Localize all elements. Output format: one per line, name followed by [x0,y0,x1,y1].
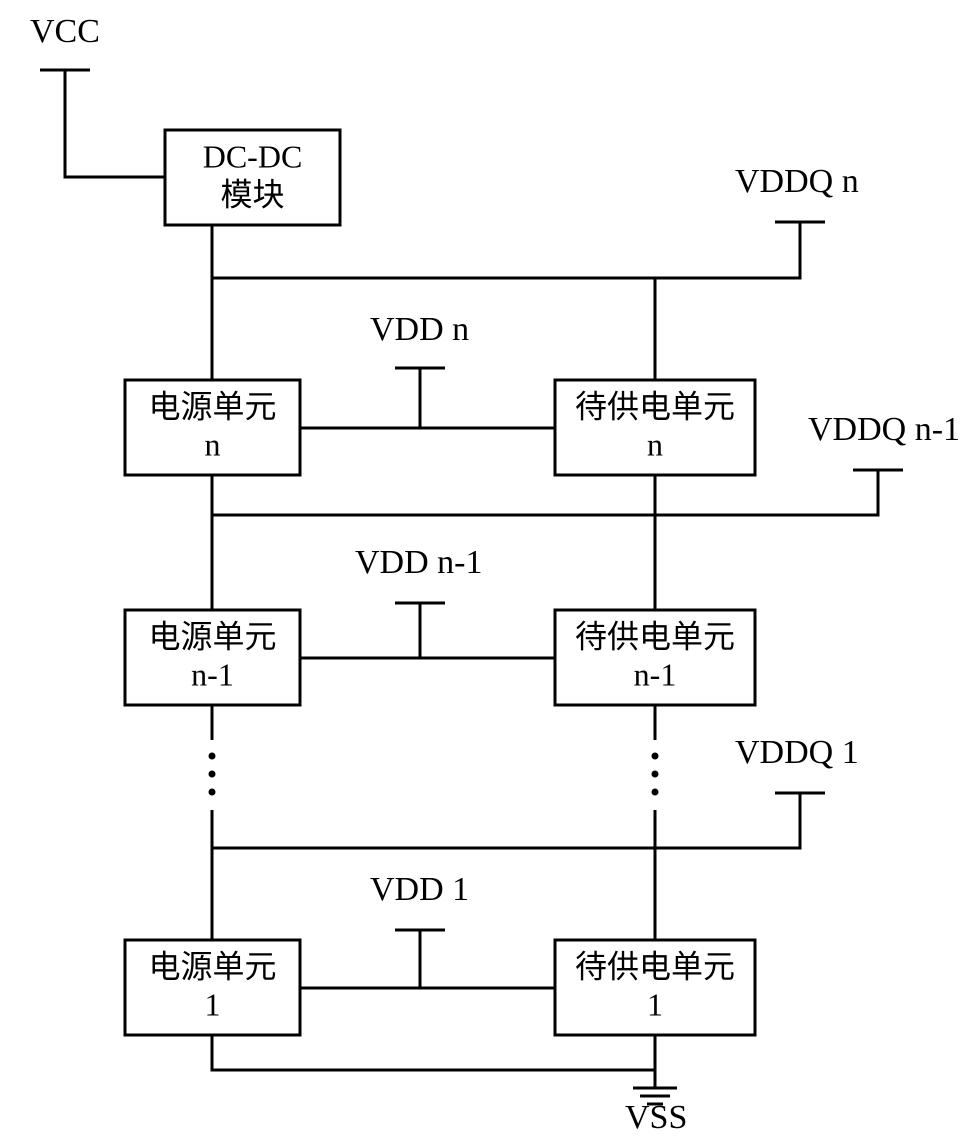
box-load_nm1-line1: 待供电单元 [575,619,735,655]
pin-label-vddq_nm1: VDDQ n-1 [808,411,960,448]
pin-label-vss: VSS [625,1099,687,1136]
block-diagram: DC-DC模块电源单元n待供电单元n电源单元n-1待供电单元n-1电源单元1待供… [0,0,979,1145]
ellipsis-dot [209,771,216,778]
box-load_nm1-line2: n-1 [634,657,677,693]
ellipsis-dot [209,789,216,796]
wire [655,222,800,380]
ellipsis-dot [652,789,659,796]
pin-label-vdd_nm1: VDD n-1 [355,544,482,581]
wire [65,70,165,177]
wire [655,793,800,848]
pin-label-vdd_n: VDD n [370,311,469,348]
box-psu_nm1-line2: n-1 [191,657,234,693]
box-psu_n-line2: n [205,427,221,463]
pin-label-vcc: VCC [30,13,100,50]
pin-label-vdd_1: VDD 1 [370,871,469,908]
box-load_n-line1: 待供电单元 [575,389,735,425]
box-psu_n-line1: 电源单元 [148,389,276,425]
box-psu_1-line1: 电源单元 [148,949,276,985]
box-load_1-line1: 待供电单元 [575,949,735,985]
wire [655,470,878,515]
box-load_n-line2: n [647,427,663,463]
pin-label-vddq_1: VDDQ 1 [735,734,859,771]
pin-label-vddq_n: VDDQ n [735,163,859,200]
box-dcdc-line1: DC-DC [203,139,303,175]
box-psu_1-line2: 1 [205,987,221,1023]
box-load_1-line2: 1 [647,987,663,1023]
ellipsis-dot [652,771,659,778]
box-dcdc-line2: 模块 [220,177,284,213]
ellipsis-dot [209,753,216,760]
ellipsis-dot [652,753,659,760]
wire [212,1035,655,1070]
box-psu_nm1-line1: 电源单元 [148,619,276,655]
